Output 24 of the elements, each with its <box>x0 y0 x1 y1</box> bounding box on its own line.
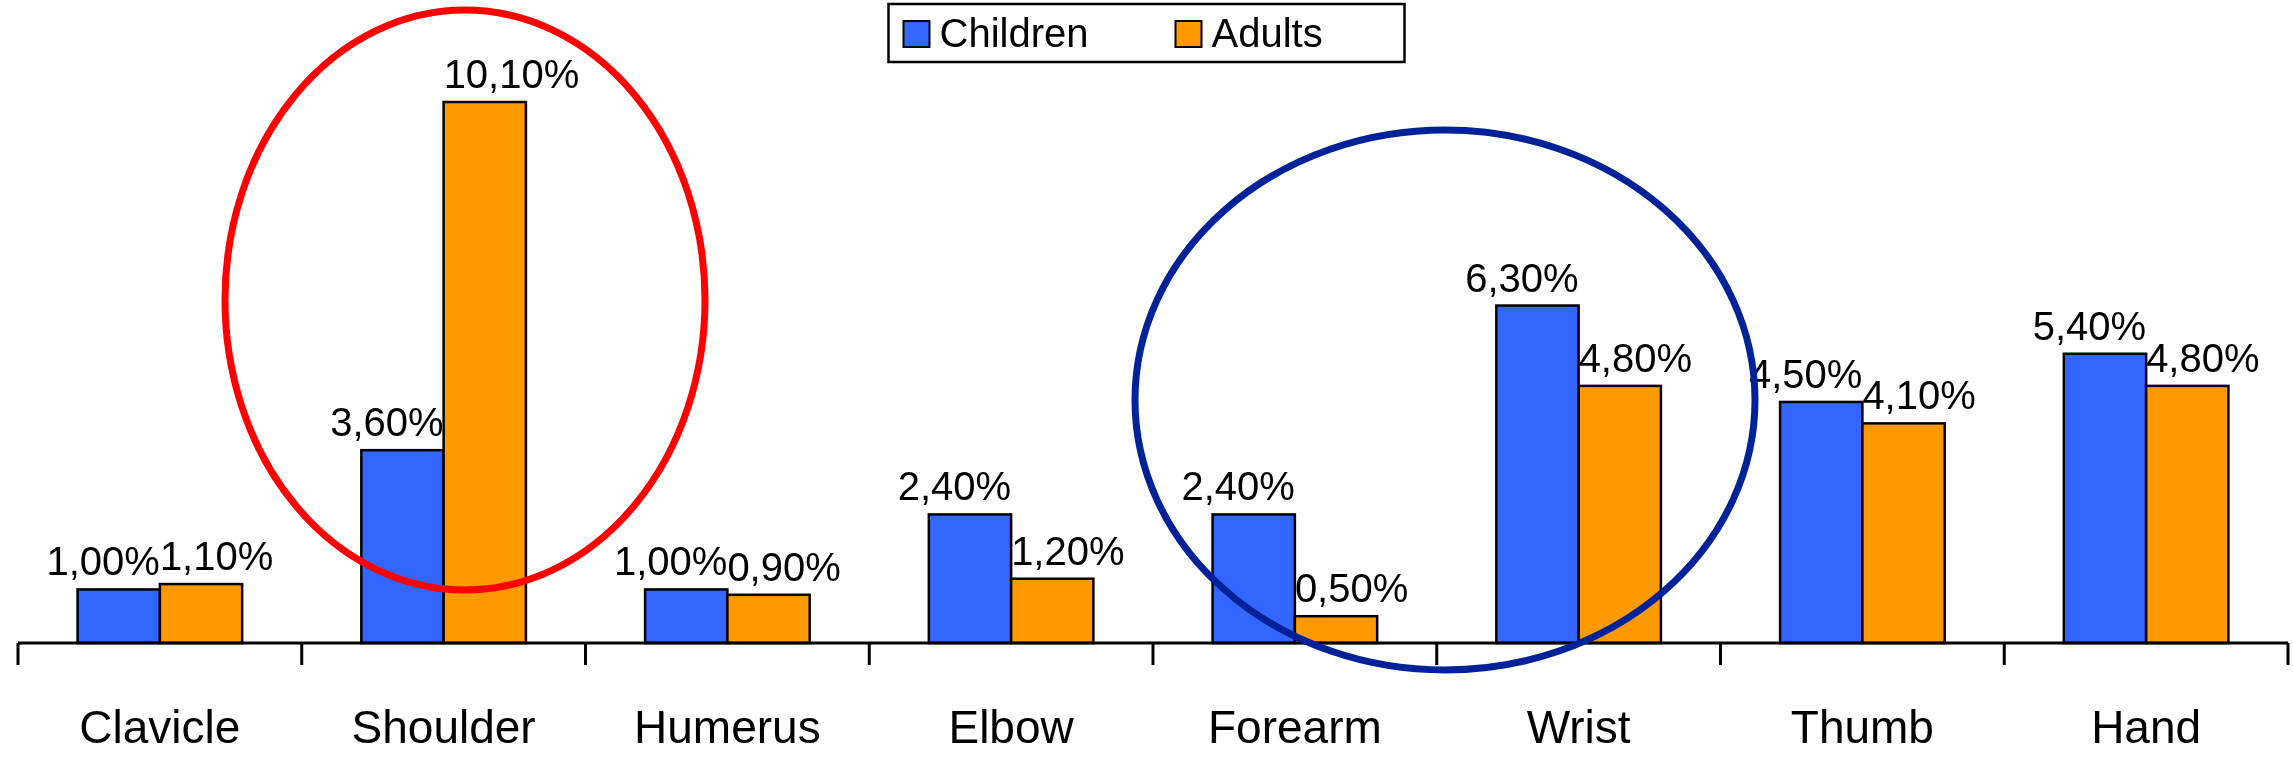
data-label: 1,00% <box>613 539 728 584</box>
x-tick-label: Clavicle <box>79 701 241 753</box>
data-label: 3,60% <box>330 400 444 445</box>
data-label: 4,10% <box>1862 373 1976 418</box>
x-tick-label: Wrist <box>1526 701 1631 753</box>
x-tick-label: Thumb <box>1790 701 1934 753</box>
x-tick-label: Elbow <box>948 701 1075 753</box>
legend-label: Adults <box>1211 11 1323 55</box>
data-label: 0,90% <box>727 544 841 589</box>
data-label: 5,40% <box>2032 303 2147 348</box>
legend-label: Children <box>939 11 1089 55</box>
data-label: 2,40% <box>1181 464 1295 509</box>
x-tick-label: Hand <box>2091 701 2202 753</box>
data-label: 0,50% <box>1294 566 1409 611</box>
data-label: 1,00% <box>46 539 160 584</box>
data-label: 10,10% <box>443 52 580 96</box>
x-tick-label: Forearm <box>1207 701 1382 753</box>
x-tick-label: Humerus <box>634 701 821 753</box>
x-tick-label: Shoulder <box>351 701 536 753</box>
data-label: 1,10% <box>159 534 274 579</box>
data-label: 4,80% <box>2146 335 2260 380</box>
data-label: 6,30% <box>1465 255 1579 300</box>
data-label: 2,40% <box>897 464 1012 509</box>
data-label: 1,20% <box>1011 528 1125 573</box>
